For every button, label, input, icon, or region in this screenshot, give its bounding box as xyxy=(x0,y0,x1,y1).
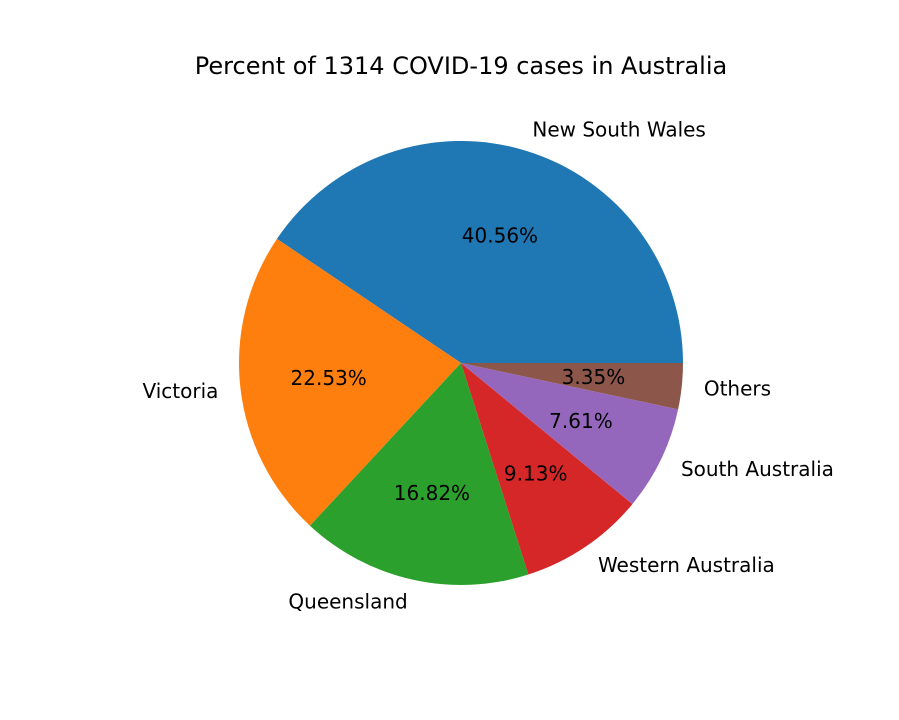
pie-slice-south-australia xyxy=(461,363,679,505)
chart-title: Percent of 1314 COVID-19 cases in Austra… xyxy=(195,52,727,80)
pie-slices xyxy=(239,141,683,586)
slice-percent-label: 40.56% xyxy=(462,224,538,248)
slice-category-label: Others xyxy=(704,377,771,401)
slice-category-label: South Australia xyxy=(681,457,834,481)
slice-category-label: Western Australia xyxy=(598,553,775,577)
slice-percent-label: 3.35% xyxy=(562,365,626,389)
slice-percent-label: 22.53% xyxy=(291,366,367,390)
pie-labels: 40.56% New South Wales 22.53% Victoria 16.82… xyxy=(142,117,833,613)
pie-slice-others xyxy=(461,363,683,410)
slice-percent-label: 7.61% xyxy=(549,409,613,433)
pie-slice-victoria xyxy=(239,238,461,526)
slice-category-label: Victoria xyxy=(142,379,218,403)
slice-category-label: New South Wales xyxy=(532,117,706,141)
pie-slice-new-south-wales xyxy=(276,141,683,363)
pie-slice-queensland xyxy=(309,363,529,586)
pie-slice-western-australia xyxy=(461,363,633,575)
slice-category-label: Queensland xyxy=(288,589,407,613)
slice-percent-label: 16.82% xyxy=(394,481,470,505)
slice-percent-label: 9.13% xyxy=(504,461,568,485)
